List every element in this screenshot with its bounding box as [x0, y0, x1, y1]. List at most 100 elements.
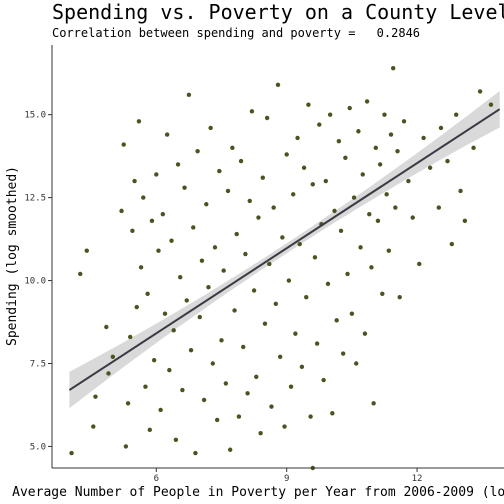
data-point: [254, 374, 259, 379]
data-point: [325, 281, 331, 287]
scatter-points: [69, 66, 494, 471]
data-point: [312, 255, 318, 260]
data-point: [262, 321, 268, 326]
data-point: [93, 394, 98, 399]
data-point: [390, 66, 396, 71]
data-point: [449, 241, 455, 247]
data-point: [264, 115, 270, 121]
data-point: [369, 265, 374, 270]
data-point: [106, 371, 111, 376]
data-point: [349, 311, 355, 316]
data-point: [104, 324, 109, 330]
data-point: [395, 148, 400, 154]
subtitle-prefix: Correlation between spending and poverty…: [52, 26, 355, 40]
data-point: [234, 231, 239, 237]
data-point: [138, 265, 144, 270]
data-point: [167, 367, 172, 373]
data-point: [401, 119, 407, 124]
data-point: [178, 275, 183, 280]
data-point: [256, 215, 261, 220]
data-point: [119, 208, 124, 214]
data-point: [225, 188, 231, 194]
y-axis-label: Spending (log smoothed): [5, 166, 20, 346]
data-point: [295, 135, 300, 141]
data-point: [267, 261, 272, 267]
data-point: [299, 364, 305, 370]
data-point: [360, 172, 365, 177]
data-point: [191, 225, 196, 230]
data-point: [212, 245, 218, 250]
data-point: [417, 261, 422, 267]
data-point: [314, 341, 320, 346]
data-point: [310, 182, 315, 187]
data-point: [84, 248, 89, 253]
data-point: [304, 294, 309, 300]
data-point: [332, 208, 337, 214]
data-point: [471, 145, 476, 151]
data-point: [384, 192, 389, 197]
y-tick-label: 10.0: [24, 277, 46, 287]
fit-line: [68, 108, 501, 391]
data-point: [343, 155, 348, 160]
data-point: [321, 377, 326, 383]
data-point: [123, 444, 129, 449]
data-point: [162, 311, 168, 316]
data-point: [334, 318, 339, 323]
data-point: [169, 238, 174, 243]
data-point: [445, 158, 450, 164]
correlation-value: 0.2846: [377, 26, 420, 40]
data-point: [199, 258, 205, 263]
regression-line: [68, 108, 501, 391]
data-point: [458, 188, 463, 194]
x-tick-label: 12: [412, 474, 423, 484]
data-point: [356, 129, 361, 134]
data-point: [306, 102, 311, 107]
data-point: [243, 251, 248, 257]
data-point: [406, 178, 411, 184]
data-point: [145, 291, 150, 297]
data-point: [110, 354, 116, 360]
data-point: [171, 328, 176, 333]
data-point: [251, 288, 257, 293]
data-point: [151, 357, 157, 363]
data-point: [347, 105, 352, 111]
x-axis-label: Average Number of People in Poverty per …: [12, 485, 504, 500]
data-point: [134, 304, 139, 310]
data-point: [197, 314, 202, 320]
data-point: [132, 178, 137, 184]
data-point: [154, 172, 159, 177]
data-point: [297, 241, 302, 247]
data-point: [221, 268, 226, 273]
data-point: [193, 450, 198, 456]
data-point: [182, 185, 187, 190]
data-point: [280, 235, 285, 240]
data-point: [367, 212, 372, 217]
data-point: [453, 112, 459, 117]
data-point: [160, 212, 166, 217]
y-ticks: 5.0 7.5 10.0 12.5 15.0: [24, 111, 52, 452]
chart-subtitle: Correlation between spending and poverty…: [52, 26, 420, 40]
data-point: [284, 152, 289, 157]
data-point: [488, 102, 494, 107]
data-point: [275, 82, 281, 88]
data-point: [323, 178, 329, 184]
data-point: [308, 414, 313, 419]
x-tick-label: 6: [154, 474, 159, 484]
data-point: [156, 248, 161, 253]
data-point: [364, 99, 370, 104]
data-point: [288, 384, 294, 389]
data-point: [136, 119, 142, 124]
data-point: [180, 387, 185, 393]
data-point: [358, 245, 363, 250]
data-point: [438, 125, 444, 131]
data-point: [258, 430, 263, 436]
data-point: [184, 298, 189, 303]
data-point: [69, 450, 74, 456]
data-point: [149, 218, 155, 224]
data-point: [301, 165, 307, 170]
data-point: [269, 404, 274, 409]
y-tick-label: 5.0: [30, 442, 46, 452]
data-point: [141, 195, 146, 200]
data-point: [147, 427, 152, 433]
data-point: [393, 205, 398, 210]
